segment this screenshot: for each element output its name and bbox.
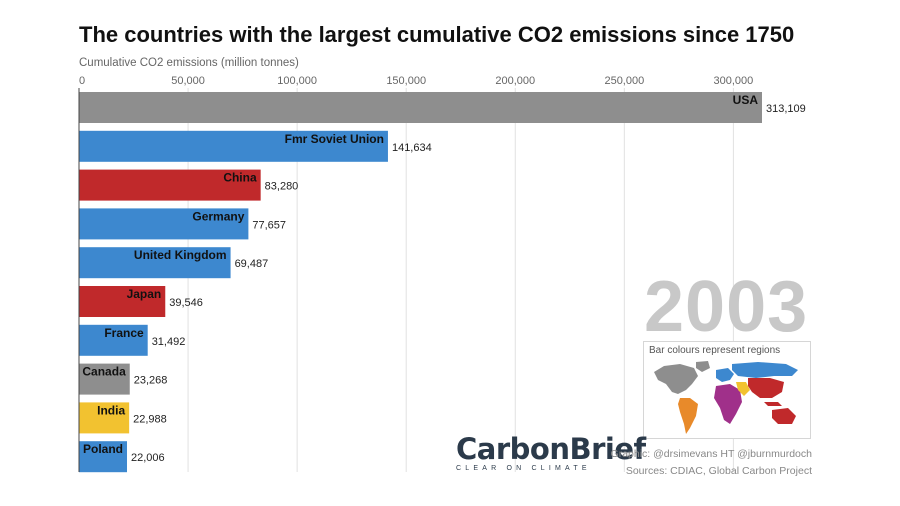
- x-tick-label: 50,000: [171, 75, 205, 87]
- bar: [79, 324, 148, 356]
- europe-region: [716, 368, 734, 382]
- bar-value-label: 22,006: [131, 452, 165, 464]
- graphic-credit: Graphic: @drsimevans HT @jburnmurdoch: [610, 448, 812, 460]
- bar-category-label: Fmr Soviet Union: [285, 132, 384, 146]
- bar-value-label: 313,109: [766, 103, 806, 115]
- bar-category-label: India: [97, 403, 125, 417]
- x-tick-label: 0: [79, 75, 85, 87]
- bar-value-label: 23,268: [134, 375, 168, 387]
- bar-value-label: 83,280: [265, 181, 299, 193]
- bar-category-label: Poland: [83, 442, 123, 456]
- x-tick-label: 150,000: [386, 75, 426, 87]
- bar-value-label: 77,657: [252, 219, 286, 231]
- logo-carbon: Carbon: [456, 432, 570, 466]
- bar-value-label: 31,492: [152, 336, 186, 348]
- africa-region: [714, 384, 742, 424]
- logo-tagline: CLEAR ON CLIMATE: [456, 465, 591, 472]
- x-tick-label: 300,000: [714, 75, 754, 87]
- bar-value-label: 141,634: [392, 142, 432, 154]
- bar: [79, 208, 249, 240]
- bar-category-label: United Kingdom: [134, 248, 227, 262]
- chart-title: The countries with the largest cumulativ…: [79, 22, 795, 47]
- bar: [79, 286, 166, 317]
- x-axis-label: Cumulative CO2 emissions (million tonnes…: [79, 57, 299, 69]
- bar: [79, 130, 388, 162]
- indonesia-region: [764, 402, 782, 406]
- bar-category-label: China: [223, 171, 257, 185]
- chart-bars: USA 313,109 Fmr Soviet Union 141,634 China 83…: [79, 92, 806, 473]
- chart-gridlines: [187, 88, 734, 472]
- north-america-region: [654, 364, 698, 394]
- greenland-region: [696, 361, 710, 372]
- x-tick-label: 200,000: [495, 75, 535, 87]
- bar-value-label: 69,487: [235, 258, 269, 270]
- asia-region: [748, 378, 784, 398]
- carbonbrief-logo: CarbonBrief CLEAR ON CLIMATE: [456, 434, 646, 472]
- bar-category-label: Canada: [82, 365, 126, 379]
- bar-value-label: 39,546: [169, 297, 203, 309]
- bar-category-label: France: [104, 326, 144, 340]
- x-tick-label: 250,000: [604, 75, 644, 87]
- bar: [79, 363, 130, 395]
- bar: [79, 402, 130, 434]
- bar: [79, 247, 231, 279]
- year-display: 2003: [644, 267, 809, 347]
- bar-value-label: 22,988: [133, 413, 167, 425]
- south-america-region: [678, 398, 698, 434]
- oceania-region: [772, 408, 796, 424]
- bar: [79, 441, 128, 473]
- bar-category-label: Germany: [192, 209, 244, 223]
- sources-credit: Sources: CDIAC, Global Carbon Project: [625, 465, 812, 477]
- bar-category-label: Japan: [127, 287, 162, 301]
- bar: [79, 92, 762, 123]
- x-tick-label: 100,000: [277, 75, 317, 87]
- logo-brief: Brief: [569, 432, 646, 466]
- bar: [79, 169, 261, 201]
- bar-category-label: USA: [733, 93, 759, 107]
- region-legend: Bar colours represent regions: [643, 341, 811, 439]
- world-map-icon: [654, 361, 798, 434]
- middle-east-region: [736, 382, 750, 396]
- russia-region: [732, 362, 798, 378]
- x-axis-ticks: 0 50,000 100,000 150,000 200,000 250,000 300,0…: [79, 75, 753, 87]
- legend-title: Bar colours represent regions: [649, 345, 781, 356]
